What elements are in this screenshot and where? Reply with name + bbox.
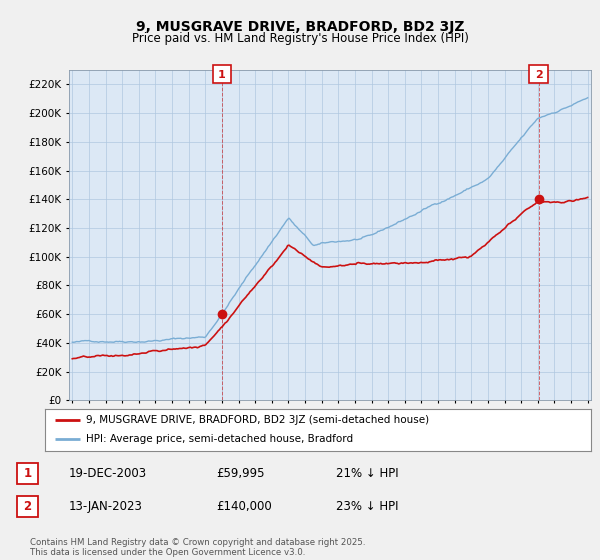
Text: Price paid vs. HM Land Registry's House Price Index (HPI): Price paid vs. HM Land Registry's House … — [131, 32, 469, 45]
Text: 1: 1 — [23, 466, 31, 480]
Text: 2: 2 — [23, 500, 31, 514]
Text: 1: 1 — [218, 69, 226, 80]
Text: 21% ↓ HPI: 21% ↓ HPI — [336, 466, 398, 480]
Text: 9, MUSGRAVE DRIVE, BRADFORD, BD2 3JZ (semi-detached house): 9, MUSGRAVE DRIVE, BRADFORD, BD2 3JZ (se… — [86, 415, 429, 425]
Text: £140,000: £140,000 — [216, 500, 272, 514]
Text: 23% ↓ HPI: 23% ↓ HPI — [336, 500, 398, 514]
Text: Contains HM Land Registry data © Crown copyright and database right 2025.
This d: Contains HM Land Registry data © Crown c… — [30, 538, 365, 557]
Text: 2: 2 — [535, 69, 542, 80]
FancyBboxPatch shape — [212, 65, 232, 83]
Text: 9, MUSGRAVE DRIVE, BRADFORD, BD2 3JZ: 9, MUSGRAVE DRIVE, BRADFORD, BD2 3JZ — [136, 20, 464, 34]
Text: £59,995: £59,995 — [216, 466, 265, 480]
Text: 19-DEC-2003: 19-DEC-2003 — [69, 466, 147, 480]
Text: 13-JAN-2023: 13-JAN-2023 — [69, 500, 143, 514]
FancyBboxPatch shape — [529, 65, 548, 83]
Text: HPI: Average price, semi-detached house, Bradford: HPI: Average price, semi-detached house,… — [86, 435, 353, 445]
